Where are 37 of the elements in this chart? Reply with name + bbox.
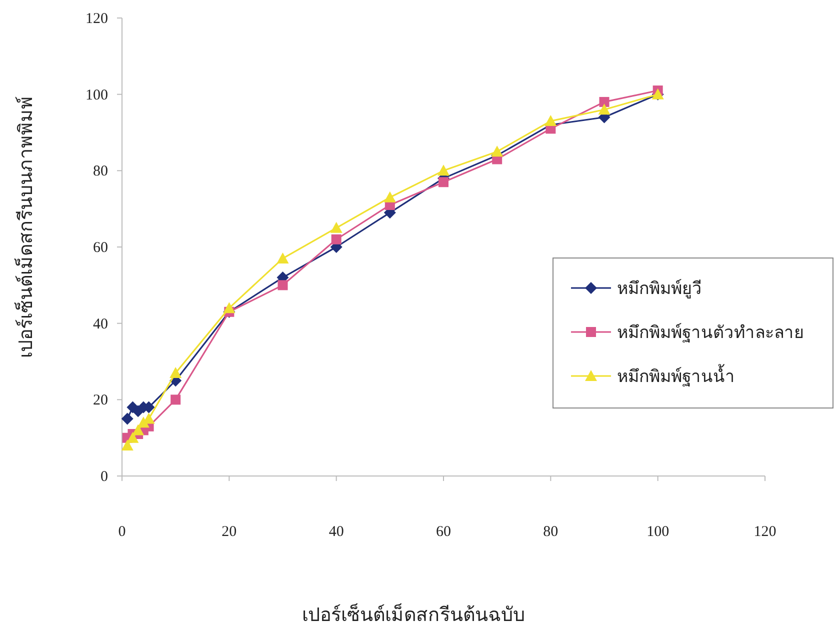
- point: [170, 366, 182, 378]
- y-axis-title: เปอร์เซ็นต์เม็ดสกรีนบนภาพพิมพ์: [13, 96, 37, 358]
- y-tick-label: 20: [93, 392, 108, 409]
- legend-label: หมึกพิมพ์ยูวี: [617, 279, 702, 299]
- point: [599, 96, 610, 107]
- point: [278, 280, 288, 290]
- point: [438, 164, 450, 176]
- legend-label: หมึกพิมพ์ฐานตัวทำละลาย: [617, 323, 804, 343]
- y-tick-label: 60: [93, 240, 108, 256]
- point: [544, 115, 557, 126]
- point: [170, 394, 181, 405]
- x-tick-label: 0: [118, 524, 126, 540]
- x-tick-label: 40: [328, 524, 344, 540]
- point: [330, 222, 342, 233]
- point: [331, 234, 342, 244]
- point: [276, 252, 289, 264]
- point: [491, 146, 504, 157]
- point: [223, 302, 236, 314]
- x-tick-label: 100: [646, 524, 670, 540]
- y-tick-label: 80: [93, 164, 108, 180]
- x-tick-label: 20: [222, 524, 237, 540]
- point: [598, 104, 610, 115]
- y-tick-label: 120: [86, 11, 108, 27]
- y-tick-label: 100: [86, 87, 108, 104]
- y-tick-label: 40: [93, 316, 108, 332]
- point: [438, 177, 448, 188]
- point: [126, 432, 139, 443]
- point: [384, 191, 396, 202]
- x-axis-title: เปอร์เซ็นต์เม็ดสกรีนต้นฉบับ: [302, 602, 525, 626]
- legend-label: หมึกพิมพ์ฐานน้ำ: [617, 364, 735, 387]
- point: [121, 439, 134, 450]
- x-tick-label: 60: [436, 524, 451, 540]
- x-tick-label: 80: [543, 524, 558, 540]
- x-tick-label: 120: [754, 524, 776, 540]
- point: [132, 424, 144, 436]
- y-tick-label: 0: [100, 469, 108, 485]
- point: [121, 412, 134, 425]
